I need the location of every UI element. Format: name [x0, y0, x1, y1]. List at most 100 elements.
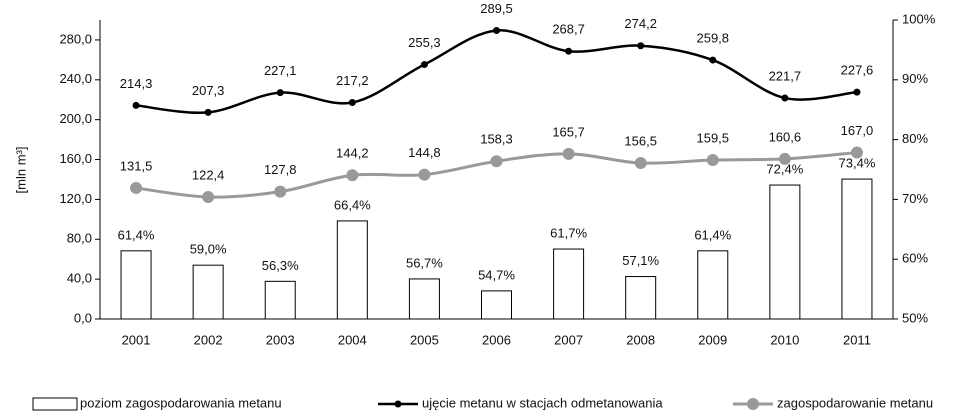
legend-label: poziom zagospodarowania metanu: [80, 395, 282, 410]
line: [135, 29, 858, 114]
bar-value-label: 61,7%: [550, 225, 587, 240]
line-value-label: 207,3: [192, 83, 225, 98]
line-marker: [706, 154, 719, 167]
x-tick-label: 2007: [554, 332, 583, 347]
line-value-label: 165,7: [552, 124, 585, 139]
y-tick-label: 160,0: [59, 151, 92, 166]
line-marker: [778, 152, 791, 165]
line-marker: [202, 191, 215, 204]
line-value-label: 158,3: [480, 132, 513, 147]
bar-value-label: 66,4%: [334, 197, 371, 212]
line-value-label: 144,2: [336, 146, 369, 161]
x-tick-label: 2010: [770, 332, 799, 347]
bar-value-label: 59,0%: [190, 242, 227, 257]
line-marker: [565, 47, 573, 55]
x-tick-label: 2006: [482, 332, 511, 347]
bar-value-label: 72,4%: [766, 161, 803, 176]
y-tick-label: 120,0: [59, 191, 92, 206]
bar-value-label: 56,3%: [262, 258, 299, 273]
y2-tick-label: 80%: [902, 131, 928, 146]
line-marker: [420, 61, 428, 69]
line-marker: [637, 42, 645, 50]
y-tick-label: 40,0: [67, 271, 92, 286]
x-tick-label: 2002: [194, 332, 223, 347]
bar-value-label: 61,4%: [694, 227, 731, 242]
bar-value-label: 61,4%: [118, 227, 155, 242]
x-tick-label: 2009: [698, 332, 727, 347]
bar: [408, 278, 440, 320]
y2-tick-label: 90%: [902, 71, 928, 86]
y2-tick-label: 60%: [902, 251, 928, 266]
bar-value-label: 73,4%: [839, 156, 876, 171]
line-marker: [853, 88, 861, 96]
line-value-label: 268,7: [552, 22, 585, 37]
line-marker: [634, 157, 647, 170]
legend-label: zagospodarowanie metanu: [777, 395, 933, 410]
line-value-label: 255,3: [408, 35, 441, 50]
y2-tick-label: 50%: [902, 310, 928, 325]
line-marker: [490, 155, 503, 168]
y2-tick-label: 100%: [902, 11, 936, 26]
line-marker: [132, 101, 140, 109]
bar: [769, 184, 801, 320]
y2-tick-label: 70%: [902, 191, 928, 206]
line-value-label: 159,5: [696, 130, 729, 145]
bar: [625, 276, 657, 320]
x-tick-label: 2008: [626, 332, 655, 347]
line-value-label: 156,5: [624, 133, 657, 148]
line-value-label: 259,8: [696, 31, 729, 46]
bar: [481, 290, 512, 320]
line-marker: [276, 89, 284, 97]
line-value-label: 274,2: [624, 16, 657, 31]
legend-marker: [394, 400, 402, 408]
line-marker: [418, 168, 431, 181]
bar: [120, 250, 152, 320]
x-tick-label: 2001: [122, 332, 151, 347]
bar: [841, 178, 873, 320]
y-tick-label: 280,0: [59, 31, 92, 46]
line-value-label: 122,4: [192, 167, 225, 182]
line-value-label: 227,1: [264, 63, 297, 78]
bar: [336, 220, 368, 320]
line-marker: [274, 185, 287, 198]
legend-swatch: [32, 397, 78, 411]
bar-value-label: 56,7%: [406, 255, 443, 270]
line-value-label: 227,6: [841, 63, 874, 78]
line-marker: [130, 181, 143, 194]
line-marker: [562, 147, 575, 160]
y-tick-label: 200,0: [59, 111, 92, 126]
line-value-label: 221,7: [769, 68, 802, 83]
x-tick-label: 2003: [266, 332, 295, 347]
line-marker: [348, 99, 356, 107]
y-tick-label: 80,0: [67, 231, 92, 246]
x-tick-label: 2011: [843, 332, 871, 347]
x-tick-label: 2004: [338, 332, 367, 347]
legend-label: ujęcie metanu w stacjach odmetanowania: [422, 395, 663, 410]
line-value-label: 160,6: [769, 129, 802, 144]
y-tick-label: 0,0: [74, 310, 92, 325]
line-marker: [204, 108, 212, 116]
line-value-label: 167,0: [841, 123, 874, 138]
bar: [192, 264, 224, 320]
line-value-label: 144,8: [408, 145, 441, 160]
legend-marker: [747, 398, 759, 410]
bar: [264, 280, 296, 320]
line-marker: [781, 94, 789, 102]
bar-value-label: 54,7%: [478, 267, 515, 282]
line-value-label: 214,3: [120, 76, 153, 91]
bar: [553, 248, 585, 320]
line-marker: [850, 146, 863, 159]
line-value-label: 289,5: [480, 1, 513, 16]
line-marker: [709, 56, 717, 64]
line-value-label: 217,2: [336, 73, 369, 88]
bar: [697, 250, 729, 320]
line-value-label: 127,8: [264, 162, 297, 177]
y-axis-label: [mln m³]: [13, 147, 28, 194]
line-marker: [493, 26, 500, 34]
x-tick-label: 2005: [410, 332, 439, 347]
line-value-label: 131,5: [120, 158, 153, 173]
bar-value-label: 57,1%: [622, 253, 659, 268]
line-marker: [346, 169, 359, 182]
y-tick-label: 240,0: [59, 71, 92, 86]
